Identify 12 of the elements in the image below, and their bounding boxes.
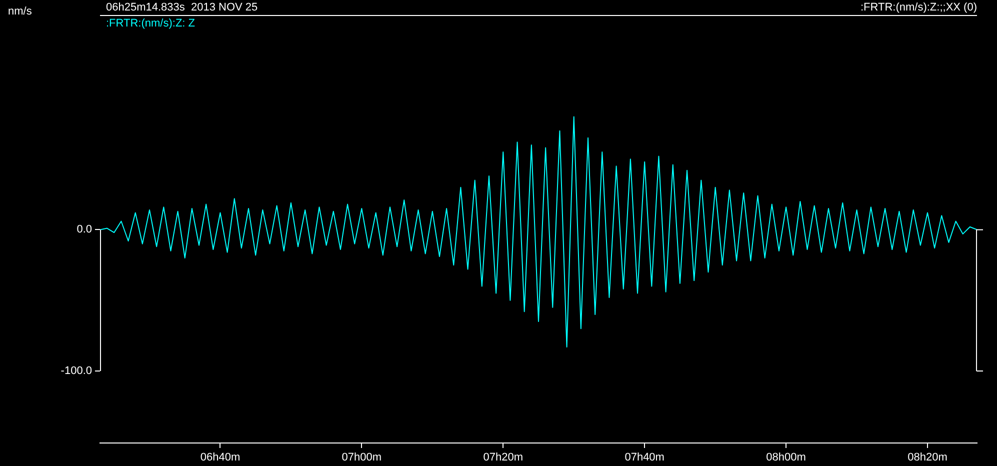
x-tick-label: 07h00m [342,452,382,464]
y-axis-title: nm/s [8,6,32,18]
x-tick-label: 07h40m [624,452,664,464]
chart-title: 06h25m14.833s 2013 NOV 25 [106,2,258,14]
x-tick-label: 08h00m [766,452,806,464]
x-tick-label: 06h40m [200,452,240,464]
y-tick-label: -100.0 [60,364,92,377]
y-tick-label: 0.0 [76,224,92,236]
x-tick-label: 08h20m [908,452,948,464]
text: :FRTR:(nm/s):Z:;;XX (0) [860,2,977,14]
text: :FRTR:(nm/s):Z: Z [106,18,196,30]
x-tick-label: 07h20m [483,452,524,464]
